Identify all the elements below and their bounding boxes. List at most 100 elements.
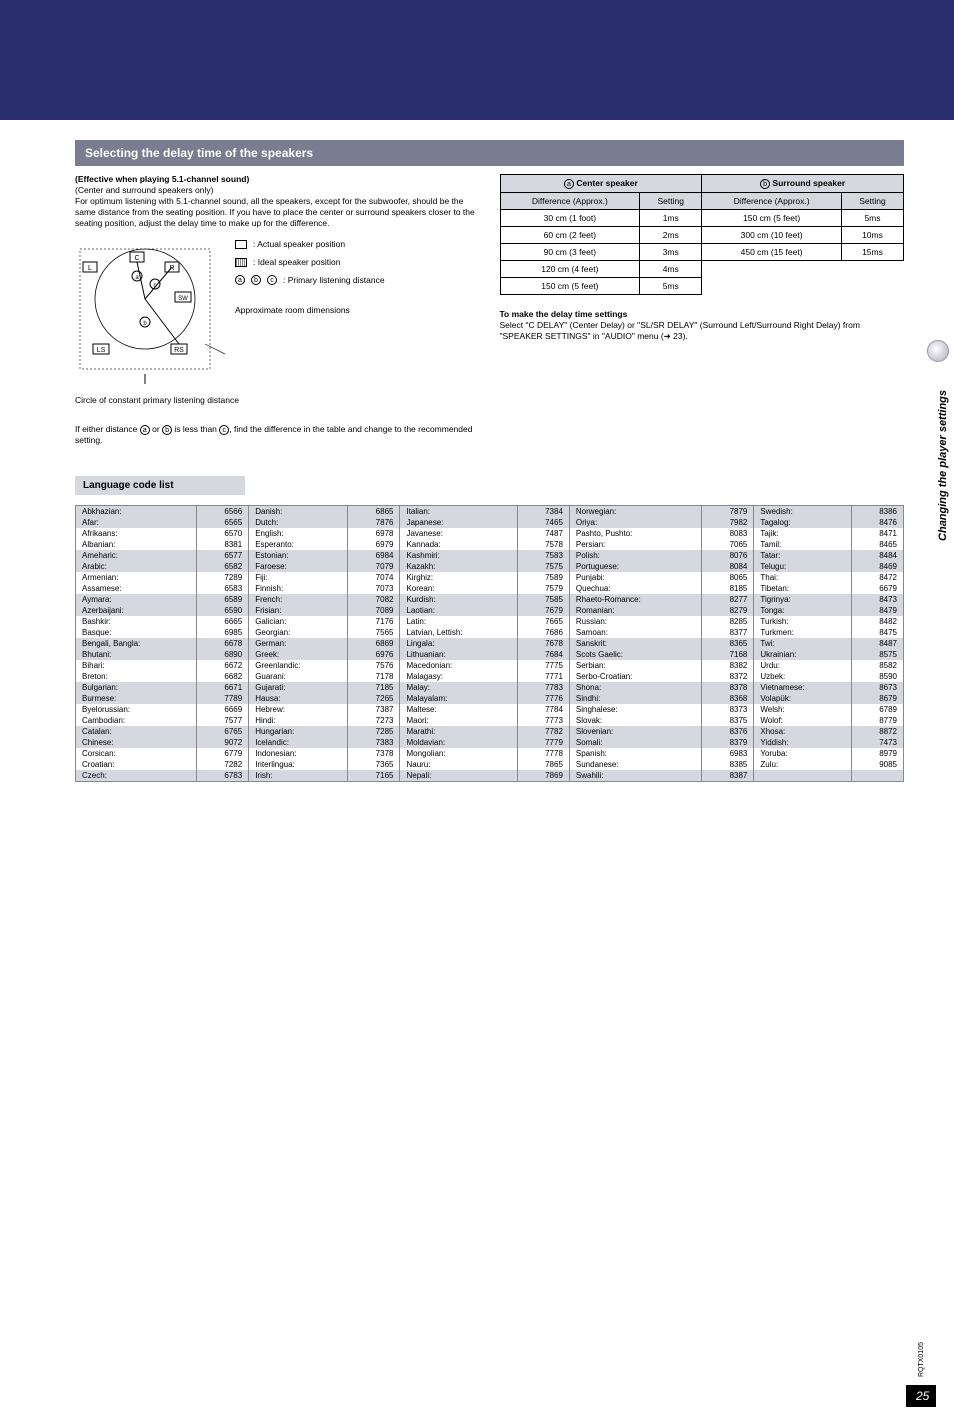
lang-name: Punjabi: (569, 572, 701, 583)
lang-name: Uzbek: (754, 671, 851, 682)
lang-name: Malay: (400, 682, 517, 693)
lang-name: Urdu: (754, 660, 851, 671)
intro-para: For optimum listening with 5.1-channel s… (75, 196, 480, 229)
lang-name: Faroese: (249, 561, 348, 572)
lang-name: Portuguese: (569, 561, 701, 572)
lang-name: Polish: (569, 550, 701, 561)
lang-name: Gujarati: (249, 682, 348, 693)
lang-name: Hausa: (249, 693, 348, 704)
lang-code: 7775 (517, 660, 569, 671)
table-cell: 3ms (640, 244, 702, 261)
lang-code: 7089 (348, 605, 400, 616)
table-cell: 450 cm (15 feet) (702, 244, 842, 261)
table-cell (841, 278, 903, 295)
lang-name: Xhosa: (754, 726, 851, 737)
lang-name: Moldavian: (400, 737, 517, 748)
table-cell: 150 cm (5 feet) (702, 210, 842, 227)
delay-heading: To make the delay time settings (500, 309, 905, 320)
svg-text:C: C (134, 255, 139, 262)
lang-name: Italian: (400, 506, 517, 518)
lang-name: Kirghiz: (400, 572, 517, 583)
lang-name: Greek: (249, 649, 348, 660)
lang-code: 8471 (851, 528, 903, 539)
speaker-delay-table: a Center speaker b Surround speaker Diff… (500, 174, 905, 295)
lang-code: 7782 (517, 726, 569, 737)
lang-code: 6890 (196, 649, 248, 660)
lang-code: 6984 (348, 550, 400, 561)
lang-code: 8377 (702, 627, 754, 638)
lang-name: Azerbaijani: (76, 605, 197, 616)
svg-text:LS: LS (97, 347, 106, 354)
lang-code: 6869 (348, 638, 400, 649)
section-title: Selecting the delay time of the speakers (75, 140, 904, 166)
lang-code: 7779 (517, 737, 569, 748)
lang-code: 7578 (517, 539, 569, 550)
lang-name: Kannada: (400, 539, 517, 550)
lang-code: 8372 (702, 671, 754, 682)
diff-header-1: Difference (Approx.) (500, 193, 640, 210)
table-cell: 2ms (640, 227, 702, 244)
lang-name: Slovenian: (569, 726, 701, 737)
lang-code: 6669 (196, 704, 248, 715)
lang-code: 7285 (348, 726, 400, 737)
lang-code: 7678 (517, 638, 569, 649)
lang-name: Tibetan: (754, 583, 851, 594)
lang-code: 8484 (851, 550, 903, 561)
lang-code: 7982 (702, 517, 754, 528)
lang-code: 6570 (196, 528, 248, 539)
lang-name: Danish: (249, 506, 348, 518)
table-cell (702, 261, 842, 278)
lang-name: Persian: (569, 539, 701, 550)
lang-name: Afrikaans: (76, 528, 197, 539)
lang-name: Sundanese: (569, 759, 701, 770)
lang-name: Hungarian: (249, 726, 348, 737)
lang-code: 7784 (517, 704, 569, 715)
lang-name: Tajik: (754, 528, 851, 539)
lang-name: Cambodian: (76, 715, 197, 726)
lang-name: Japanese: (400, 517, 517, 528)
lang-code: 7876 (348, 517, 400, 528)
lang-name: Zulu: (754, 759, 851, 770)
lang-code: 8065 (702, 572, 754, 583)
lang-name: Marathi: (400, 726, 517, 737)
lang-code: 8385 (702, 759, 754, 770)
lang-name: Singhalese: (569, 704, 701, 715)
lang-code: 8382 (702, 660, 754, 671)
lang-code: 6589 (196, 594, 248, 605)
lang-name: Rhaeto-Romance: (569, 594, 701, 605)
lang-name: Dutch: (249, 517, 348, 528)
lang-name: Frisian: (249, 605, 348, 616)
lang-code: 7771 (517, 671, 569, 682)
lang-name: Icelandic: (249, 737, 348, 748)
lang-code: 7869 (517, 770, 569, 782)
lang-name: Tigrinya: (754, 594, 851, 605)
lang-code: 8376 (702, 726, 754, 737)
lang-code: 6779 (196, 748, 248, 759)
lang-name: Twi: (754, 638, 851, 649)
lang-name: Latvian, Lettish: (400, 627, 517, 638)
lang-code: 6566 (196, 506, 248, 518)
lang-code: 6976 (348, 649, 400, 660)
lang-name: Mongolian: (400, 748, 517, 759)
lang-name: Irish: (249, 770, 348, 782)
setting-header-1: Setting (640, 193, 702, 210)
lang-code: 8473 (851, 594, 903, 605)
lang-name: Yiddish: (754, 737, 851, 748)
table-cell: 10ms (841, 227, 903, 244)
lang-name: Bhutani: (76, 649, 197, 660)
lang-code: 6590 (196, 605, 248, 616)
lang-name: Oriya: (569, 517, 701, 528)
lang-name: Interlingua: (249, 759, 348, 770)
lang-code: 8979 (851, 748, 903, 759)
legend-approx-text: Approximate room dimensions (235, 305, 350, 315)
language-code-table: Abkhazian:6566Danish:6865Italian:7384Nor… (75, 505, 904, 782)
lang-code: 8381 (196, 539, 248, 550)
lang-name: Korean: (400, 583, 517, 594)
lang-name: Hebrew: (249, 704, 348, 715)
lang-code: 6985 (196, 627, 248, 638)
lang-code: 6678 (196, 638, 248, 649)
disc-icon (927, 340, 949, 362)
lang-name: Czech: (76, 770, 197, 782)
table-cell: 30 cm (1 foot) (500, 210, 640, 227)
lang-code: 7176 (348, 616, 400, 627)
